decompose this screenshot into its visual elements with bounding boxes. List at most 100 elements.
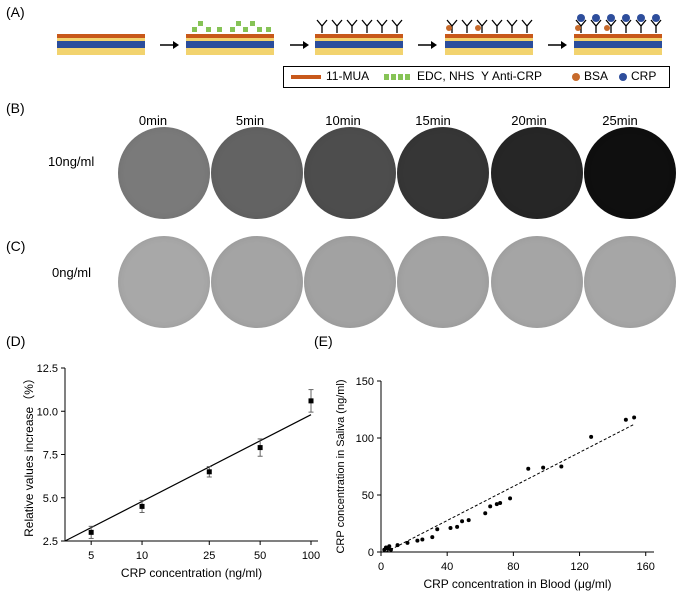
time-label-0: 0min (138, 113, 168, 128)
y-tick-label: 0 (368, 547, 374, 559)
edc-particle (257, 27, 262, 32)
time-label-20: 20min (511, 113, 547, 128)
x-tick-label: 50 (254, 550, 266, 562)
data-point-17 (494, 502, 499, 507)
arrow-head (561, 41, 567, 49)
chip-layer-base (445, 48, 533, 55)
data-point-15 (483, 511, 488, 516)
time-label-25: 25min (602, 113, 638, 128)
disc-c-0 (118, 236, 210, 328)
antibody-symbol (346, 19, 358, 33)
legend-box (283, 66, 670, 88)
edc-particle (236, 21, 241, 26)
chart-e: 0 50 100 150 0 40 80 120 160 CRP concentration in… (335, 376, 655, 591)
crp-dot (637, 14, 645, 22)
antibody-symbol (446, 19, 458, 33)
data-point-12 (455, 524, 460, 529)
antibody-symbol (461, 19, 473, 33)
data-point-11 (448, 526, 453, 531)
legend-crp-dot (619, 73, 627, 81)
antibody-symbol (506, 19, 518, 33)
chip-layer-yellow (57, 38, 145, 41)
data-point-4 (308, 398, 314, 404)
chip-layer-blue (57, 41, 145, 48)
crp-dot (652, 14, 660, 22)
x-tick-label: 120 (570, 561, 588, 573)
legend-anti-label: Anti-CRP (492, 69, 543, 83)
data-point-13 (460, 519, 465, 524)
fit-line (385, 423, 635, 553)
legend-mua-label: 11-MUA (326, 69, 370, 83)
data-point-24 (623, 417, 628, 422)
antibody-symbol (521, 19, 533, 33)
antibody-symbol (491, 19, 503, 33)
legend-bsa-label: BSA (584, 69, 609, 83)
x-tick-label: 40 (441, 561, 453, 573)
panel-label-e: (E) (314, 333, 333, 349)
x-tick-label: 25 (203, 550, 215, 562)
legend-edc-label: EDC, NHS (417, 69, 475, 83)
antibody-symbol (316, 19, 328, 33)
arrow-head (303, 41, 309, 49)
chip-layer-mua (186, 34, 274, 38)
y-tick-label: 10.0 (37, 406, 58, 418)
antibody-symbol (391, 19, 403, 33)
fit-line (64, 414, 312, 542)
chip-layer-yellow (186, 38, 274, 41)
y-tick-label: 7.5 (43, 450, 58, 462)
data-point-16 (488, 504, 493, 509)
edc-particle (230, 27, 235, 32)
chip-layer-yellow (445, 38, 533, 41)
antibody-symbol (635, 19, 647, 33)
row-label-10ngml: 10ng/ml (48, 154, 95, 169)
y-axis-title: CRP concentration in Saliva (ng/ml) (335, 379, 347, 553)
crp-dot (622, 14, 630, 22)
x-tick-label: 0 (378, 561, 384, 573)
chip-stack-4 (445, 19, 533, 55)
row-label-0ngml: 0ng/ml (52, 265, 92, 280)
chip-layer-blue (315, 41, 403, 48)
data-point-22 (559, 464, 564, 469)
bsa-dot (604, 25, 610, 31)
data-point-3 (257, 445, 263, 451)
bsa-dot (575, 25, 581, 31)
panel-label-d: (D) (6, 333, 26, 349)
y-tick-label: 100 (356, 433, 374, 445)
edc-particle (206, 27, 211, 32)
chip-stack-2 (186, 21, 274, 55)
y-tick-label: 12.5 (37, 363, 58, 375)
legend-crp-label: CRP (631, 69, 657, 83)
disc-b-1 (211, 127, 303, 219)
time-label-10: 10min (325, 113, 361, 128)
legend-anti-symbol: Y (481, 69, 490, 83)
disc-c-1 (211, 236, 303, 328)
y-tick-label: 5.0 (43, 493, 58, 505)
chip-layer-mua (57, 34, 145, 38)
x-tick-label: 10 (136, 550, 148, 562)
x-axis-title: CRP concentration in Blood (μg/ml) (423, 577, 611, 591)
antibody-symbol (575, 19, 587, 33)
disc-b-0 (118, 127, 210, 219)
legend-edc-swatch (384, 74, 412, 80)
chip-stack-3 (315, 19, 403, 55)
chip-layer-blue (186, 41, 274, 48)
chip-layer-base (574, 48, 662, 55)
chip-layer-yellow (574, 38, 662, 41)
antibody-symbol (361, 19, 373, 33)
antibody-symbol (650, 19, 662, 33)
edc-particle (266, 27, 271, 32)
antibody-symbol (476, 19, 488, 33)
data-point-5 (395, 543, 400, 548)
chip-layer-mua (315, 34, 403, 38)
data-point-14 (466, 518, 471, 523)
data-point-21 (541, 465, 546, 470)
arrow-head (431, 41, 437, 49)
legend-bsa-dot (572, 73, 580, 81)
disc-b-3 (397, 127, 489, 219)
data-point-3 (387, 544, 392, 549)
data-point-20 (526, 466, 531, 471)
edc-particle (250, 21, 255, 26)
crp-dot (607, 14, 615, 22)
chip-layer-blue (574, 41, 662, 48)
panel-label-c: (C) (6, 238, 26, 254)
